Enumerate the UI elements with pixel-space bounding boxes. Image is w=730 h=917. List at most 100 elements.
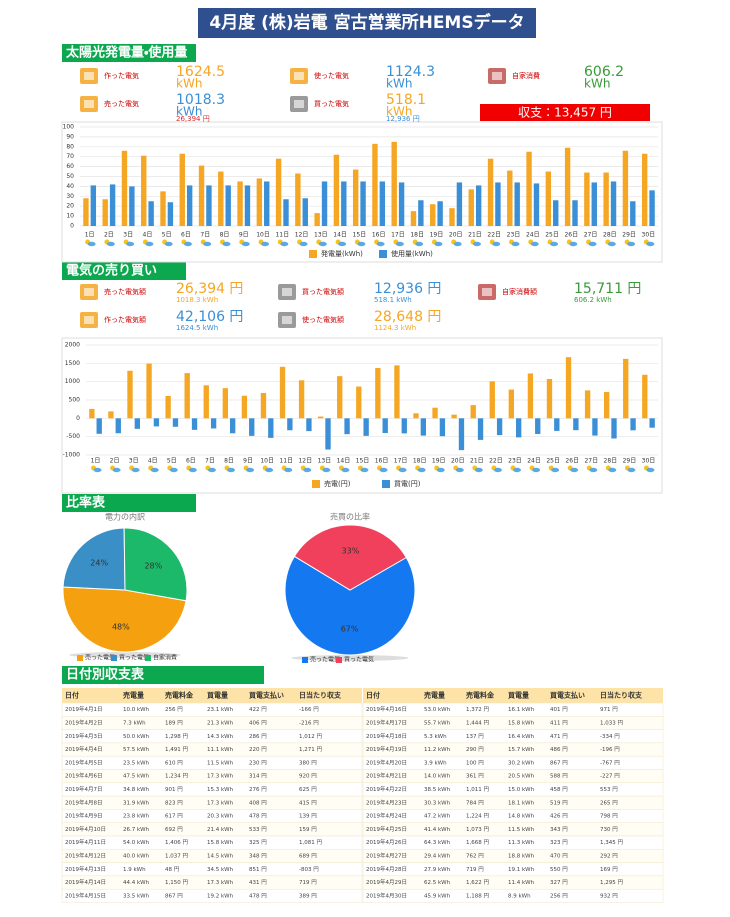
x-tick-label: 23日 [508, 458, 522, 465]
pie-label: 24% [90, 559, 108, 568]
weather-icon [222, 241, 231, 247]
legend-swatch [382, 480, 390, 488]
table-cell: 23.5 kWh [123, 760, 150, 766]
bar [90, 185, 97, 226]
table-cell: 1,037 円 [165, 852, 188, 859]
stat-label: 買った電気額 [302, 287, 344, 296]
table-cell: 2019年4月14日 [65, 878, 106, 886]
table-cell: 169 円 [600, 866, 618, 873]
table-cell: 16.4 kWh [508, 734, 535, 740]
weather-icon [627, 467, 636, 473]
stat-label: 使った電気額 [302, 315, 344, 324]
weather-icon [493, 467, 502, 473]
table-cell: 327 円 [550, 879, 568, 886]
pie-slice [293, 524, 407, 591]
bar [420, 418, 427, 436]
weather-icon [608, 467, 617, 473]
bar [468, 189, 474, 226]
table-cell: 286 円 [249, 733, 267, 740]
table-cell: 2019年4月1日 [65, 705, 103, 713]
bar [206, 185, 212, 226]
table-cell: 2019年4月29日 [366, 878, 407, 886]
table-cell: 16.1 kWh [508, 707, 535, 713]
y-tick-label: -1000 [63, 452, 81, 459]
table-cell: 867 円 [165, 892, 183, 899]
stat-value: 518.1 [386, 92, 426, 108]
table-cell: 325 円 [249, 839, 267, 846]
bar [439, 418, 446, 437]
stat-label: 使った電気 [314, 71, 349, 80]
table-cell: 2019年4月24日 [366, 812, 407, 820]
table-row-bg [61, 888, 363, 903]
table-cell: 5.3 kWh [424, 734, 447, 740]
pie-title: 電力の内訳 [105, 512, 145, 522]
legend-swatch [145, 655, 151, 661]
pie-shadow [291, 655, 409, 661]
bar [584, 172, 590, 226]
y-tick-label: -500 [66, 433, 80, 440]
weather-icon [588, 241, 597, 247]
x-tick-label: 15日 [356, 458, 370, 465]
bar [198, 165, 205, 226]
weather-icon [360, 467, 369, 473]
bar [565, 357, 572, 419]
weather-icon [569, 241, 578, 247]
weather-icon [530, 241, 539, 247]
x-tick-label: 28日 [603, 232, 617, 239]
x-tick-label: 28日 [604, 458, 618, 465]
bar [249, 418, 255, 436]
table-cell: 48 円 [165, 866, 180, 873]
table-cell: 2019年4月25日 [366, 825, 407, 833]
legend-label: 売った電気 [85, 654, 115, 662]
table-cell: 18.1 kWh [508, 800, 535, 806]
legend-swatch [309, 250, 317, 258]
weather-icon [322, 467, 331, 473]
x-tick-label: 8日 [224, 458, 234, 465]
weather-icon [627, 241, 636, 247]
stat-label: 売った電気 [104, 99, 139, 108]
table-cell: 719 円 [466, 866, 484, 873]
table-row-bg [362, 888, 664, 903]
table-cell: 33.5 kWh [123, 893, 150, 899]
y-tick-label: 40 [66, 183, 74, 190]
weather-icon [511, 241, 520, 247]
bar [363, 418, 369, 436]
table-cell: 2019年4月19日 [366, 745, 407, 753]
table-cell: 26.7 kWh [123, 827, 150, 833]
x-tick-label: 23日 [507, 232, 521, 239]
bar [260, 392, 267, 419]
x-tick-label: 18日 [410, 232, 424, 239]
table-cell: 486 円 [550, 746, 568, 753]
table-cell: 2019年4月3日 [65, 732, 103, 740]
stat-unit: kWh [386, 105, 412, 119]
weather-icon [112, 467, 121, 473]
table-cell: 1,234 円 [165, 773, 188, 780]
table-cell: 265 円 [600, 799, 618, 806]
bar [564, 147, 571, 226]
bar [603, 391, 610, 419]
bar [325, 418, 331, 450]
bar [244, 185, 251, 226]
table-cell: 1,295 円 [600, 879, 623, 886]
table-cell: 44.4 kWh [123, 880, 150, 886]
x-tick-label: 29日 [622, 232, 636, 239]
table-cell: 41.4 kWh [424, 827, 451, 833]
bar [516, 418, 522, 438]
weather-icon [492, 241, 501, 247]
weather-icon [398, 467, 407, 473]
table-header: 日付 [65, 691, 79, 700]
table-cell: 10.0 kWh [123, 707, 150, 713]
table-cell: 426 円 [550, 813, 568, 820]
bar [379, 181, 386, 226]
table-cell: -166 円 [299, 706, 319, 713]
table-header: 売電量 [123, 691, 144, 700]
bar [487, 158, 494, 226]
x-tick-label: 6日 [186, 458, 196, 465]
stat-note: 606.2 kWh [574, 296, 612, 304]
weather-icon [338, 241, 347, 247]
bar [451, 414, 457, 419]
bar [456, 182, 463, 226]
bar [264, 181, 270, 226]
table-cell: 588 円 [550, 773, 568, 780]
table-cell: 971 円 [600, 706, 618, 713]
